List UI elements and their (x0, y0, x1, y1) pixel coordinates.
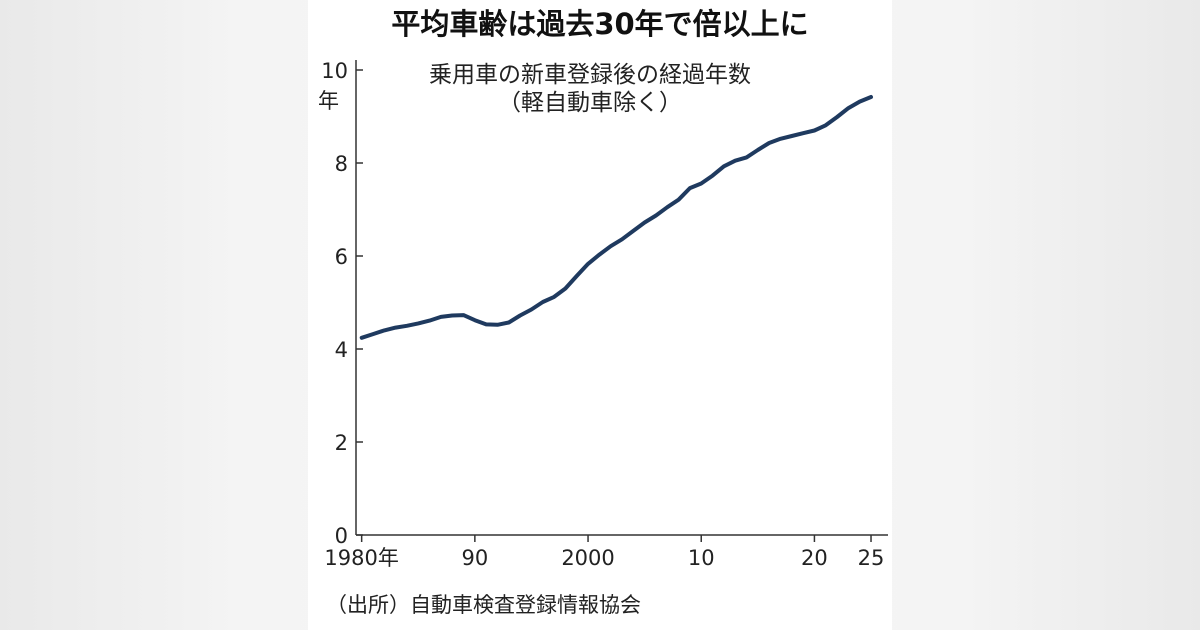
data-point (745, 155, 749, 159)
data-point (382, 328, 386, 332)
data-point (654, 214, 658, 218)
chart-title: 平均車齢は過去30年で倍以上に (391, 7, 808, 41)
data-point (462, 313, 466, 317)
data-point (416, 321, 420, 325)
x-tick-label: 20 (801, 546, 828, 570)
x-tick-label: 25 (858, 546, 885, 570)
line-chart: 平均車齢は過去30年で倍以上に 乗用車の新車登録後の経過年数 （軽自動車除く） … (318, 7, 888, 617)
data-point (790, 134, 794, 138)
data-point (812, 128, 816, 132)
data-point (801, 131, 805, 135)
data-point (665, 205, 669, 209)
data-point (360, 336, 364, 340)
data-point (484, 322, 488, 326)
data-point (439, 315, 443, 319)
data-point (858, 100, 862, 104)
data-point (733, 159, 737, 163)
source-note: （出所）自動車検査登録情報協会 (326, 593, 641, 617)
x-tick-label: 2000 (561, 546, 614, 570)
y-tick-label: 8 (335, 152, 348, 176)
data-point (450, 314, 454, 318)
series-line (359, 95, 873, 340)
data-point (507, 320, 511, 324)
data-point (778, 137, 782, 141)
chart-subtitle: 乗用車の新車登録後の経過年数 (429, 62, 751, 88)
data-point (699, 181, 703, 185)
data-point (552, 295, 556, 299)
data-point (597, 253, 601, 257)
data-point (541, 300, 545, 304)
data-point (620, 237, 624, 241)
x-tick-label: 90 (461, 546, 488, 570)
data-point (563, 287, 567, 291)
plot-area (359, 95, 873, 340)
chart-subtitle-note: （軽自動車除く） (498, 90, 682, 116)
chart-card: 平均車齢は過去30年で倍以上に 乗用車の新車登録後の経過年数 （軽自動車除く） … (308, 0, 892, 630)
data-point (495, 323, 499, 327)
data-point (575, 274, 579, 278)
x-tick-label: 10 (688, 546, 715, 570)
y-axis-unit: 年 (318, 89, 339, 113)
axes: 0 2 4 6 8 10 1980年 90 2000 10 20 25 (321, 59, 888, 570)
y-tick-label: 0 (335, 524, 348, 548)
data-point (586, 262, 590, 266)
data-point (405, 324, 409, 328)
data-point (631, 229, 635, 233)
data-point (643, 221, 647, 225)
data-point (428, 319, 432, 323)
data-point (835, 115, 839, 119)
y-tick-label: 6 (335, 245, 348, 269)
data-point (394, 326, 398, 330)
data-point (767, 141, 771, 145)
data-point (756, 148, 760, 152)
data-point (869, 95, 873, 99)
data-point (371, 332, 375, 336)
data-point (518, 314, 522, 318)
data-point (846, 106, 850, 110)
data-point (609, 244, 613, 248)
data-point (824, 123, 828, 127)
x-tick-label: 1980年 (324, 546, 398, 570)
data-point (473, 318, 477, 322)
data-point (722, 164, 726, 168)
data-point (688, 186, 692, 190)
data-point (711, 174, 715, 178)
y-tick-label: 4 (335, 338, 348, 362)
y-tick-label: 2 (335, 431, 348, 455)
data-point (529, 307, 533, 311)
y-tick-label: 10 (321, 59, 348, 83)
data-point (677, 198, 681, 202)
